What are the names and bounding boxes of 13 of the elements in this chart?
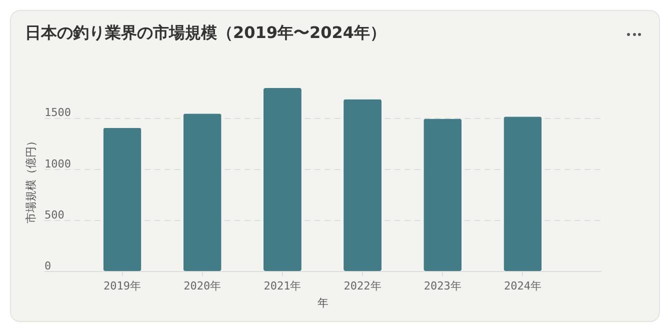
- y-tick-label: 1500: [44, 106, 71, 120]
- y-tick-label: 0: [44, 260, 52, 272]
- x-tick-label: 2019年: [104, 280, 142, 292]
- x-tick-label: 2023年: [424, 280, 462, 292]
- x-tick-label: 2024年: [504, 280, 542, 292]
- chart-title: 日本の釣り業界の市場規模（2019年〜2024年）: [25, 23, 386, 42]
- y-axis-title: 市場規模（億円）: [24, 136, 38, 224]
- y-tick-label: 1000: [44, 157, 71, 170]
- x-tick-label: 2020年: [184, 280, 222, 292]
- y-tick-label: 500: [44, 208, 64, 222]
- x-axis-title: 年: [318, 296, 328, 310]
- x-tick-label: 2021年: [264, 280, 302, 292]
- x-tick-label: 2022年: [344, 280, 382, 292]
